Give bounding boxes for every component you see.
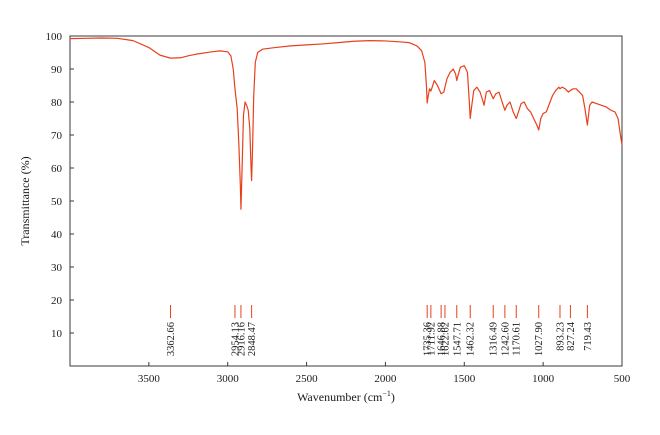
- peak-label: 1316.49: [489, 322, 500, 356]
- x-tick-label: 2500: [296, 373, 319, 385]
- x-axis-title-superscript: −1: [382, 389, 391, 398]
- peak-label: 893.23: [555, 322, 566, 351]
- y-tick-label: 90: [51, 64, 63, 76]
- peak-label: 1646.88: [437, 322, 448, 356]
- peak-label: 1027.90: [534, 322, 545, 356]
- x-tick-label: 3500: [138, 373, 161, 385]
- peak-label: 1711.92: [426, 322, 437, 356]
- y-tick-label: 20: [51, 295, 63, 307]
- x-axis-title: Wavenumber (cm−1): [297, 389, 395, 404]
- x-axis-title-main: Wavenumber (cm: [297, 390, 383, 404]
- peak-label: 1547.71: [452, 322, 463, 356]
- peak-label: 2848.47: [247, 322, 258, 356]
- peak-label: 3362.66: [166, 322, 177, 356]
- x-tick-label: 1000: [532, 373, 555, 385]
- y-axis-title: Transmittance (%): [18, 156, 32, 245]
- peak-label: 827.24: [566, 321, 577, 351]
- y-tick-label: 80: [51, 97, 63, 109]
- peak-label: 2954.13: [230, 322, 241, 356]
- x-tick-label: 1500: [453, 373, 476, 385]
- peak-label: 2916.16: [236, 322, 247, 356]
- y-tick-label: 60: [51, 163, 63, 175]
- y-tick-label: 70: [51, 130, 63, 142]
- peak-label: 1462.32: [466, 322, 477, 356]
- x-tick-label: 2000: [374, 373, 397, 385]
- spectrum-line: [69, 37, 623, 210]
- y-tick-label: 30: [51, 262, 63, 274]
- y-axis: 10 20 30 40 50 60 70 80 90 100: [46, 31, 74, 340]
- peak-label: 719.43: [583, 322, 594, 351]
- y-tick-label: 100: [46, 31, 63, 43]
- x-tick-label: 500: [614, 373, 631, 385]
- peak-label: 1735.36: [423, 322, 434, 356]
- y-tick-label: 10: [51, 328, 63, 340]
- peak-label: 1170.61: [512, 322, 523, 356]
- x-tick-label: 3000: [217, 373, 240, 385]
- y-tick-label: 40: [51, 229, 63, 241]
- x-axis: 3500 3000 2500 2000 1500 1000 500: [138, 362, 631, 385]
- peak-label: 1622.62: [440, 322, 451, 356]
- peak-label: 1242.60: [500, 322, 511, 356]
- x-axis-title-suffix: ): [391, 390, 395, 404]
- y-tick-label: 50: [51, 196, 63, 208]
